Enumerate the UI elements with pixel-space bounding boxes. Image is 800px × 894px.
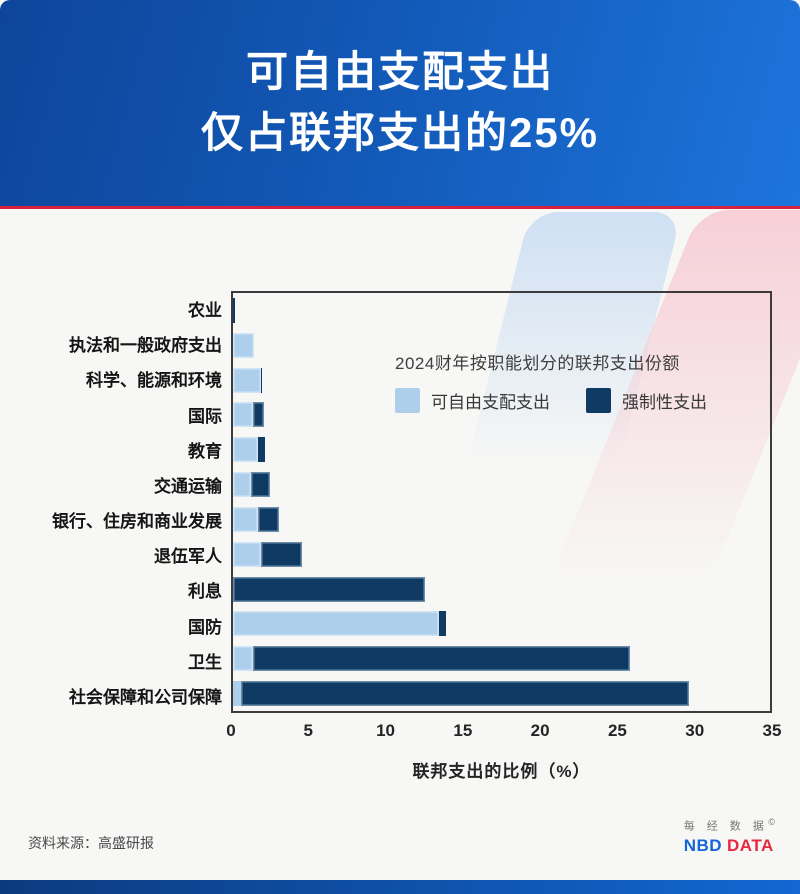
legend-swatch-mandatory (586, 388, 611, 413)
plot-area: 2024财年按职能划分的联邦支出份额 可自由支配支出 强制性支出 (231, 291, 772, 713)
category-label: 国防 (188, 617, 222, 637)
mandatory-segment (257, 506, 280, 532)
discretionary-segment (233, 402, 253, 428)
mandatory-segment (233, 297, 236, 323)
stacked-bar (233, 332, 255, 358)
x-tick-label: 20 (530, 721, 550, 740)
mandatory-segment (252, 402, 264, 428)
x-tick-label: 35 (762, 721, 782, 740)
discretionary-segment (233, 367, 261, 393)
x-tick-label: 5 (303, 721, 314, 740)
stacked-bar (233, 297, 239, 323)
x-tick-label: 25 (607, 721, 627, 740)
stacked-bar (233, 437, 266, 463)
category-label: 科学、能源和环境 (86, 371, 222, 391)
x-axis-label: 联邦支出的比例（%） (412, 762, 591, 781)
bar-row (233, 363, 770, 398)
category-label: 农业 (188, 301, 222, 321)
legend-swatch-discretionary (395, 388, 420, 413)
stacked-bar (233, 506, 280, 532)
stacked-bar (233, 576, 425, 602)
legend-label-discretionary: 可自由支配支出 (431, 393, 550, 412)
mandatory-segment (260, 541, 303, 567)
x-tick-label: 30 (685, 721, 705, 740)
stacked-bar (233, 367, 263, 393)
discretionary-segment (233, 472, 252, 498)
category-label: 利息 (188, 582, 222, 602)
category-label: 退伍军人 (154, 547, 222, 567)
page-title-line-1: 可自由支配支出 (245, 48, 554, 96)
nbd-data-logo: 每 经 数 据© NBD DATA (684, 817, 775, 856)
mandatory-segment (438, 611, 447, 637)
stacked-bar (233, 681, 689, 707)
category-label: 卫生 (188, 652, 222, 672)
discretionary-segment (233, 332, 255, 358)
bottom-accent-bar (0, 880, 800, 894)
mandatory-segment (252, 646, 631, 672)
discretionary-segment (233, 541, 261, 567)
category-label: 银行、住房和商业发展 (52, 512, 222, 532)
mandatory-segment (233, 576, 425, 602)
discretionary-segment (233, 646, 253, 672)
discretionary-segment (233, 611, 439, 637)
category-label: 执法和一般政府支出 (69, 336, 222, 356)
bar-row (233, 537, 770, 572)
mandatory-segment (240, 681, 689, 707)
category-label: 交通运输 (154, 476, 222, 496)
stacked-bar (233, 611, 447, 637)
mandatory-segment (260, 367, 263, 393)
legend-label-mandatory: 强制性支出 (622, 393, 707, 412)
bar-row (233, 467, 770, 502)
category-label: 国际 (188, 406, 222, 426)
chart-section: 农业执法和一般政府支出科学、能源和环境国际教育交通运输银行、住房和商业发展退伍军… (0, 209, 800, 880)
discretionary-segment (233, 506, 258, 532)
chart-legend: 2024财年按职能划分的联邦支出份额 可自由支配支出 强制性支出 (395, 349, 707, 413)
discretionary-segment (233, 681, 241, 707)
brand-nbd-text: NBD (683, 835, 723, 855)
bar-row (233, 641, 770, 676)
x-tick-label: 0 (226, 721, 236, 740)
category-label: 教育 (188, 441, 222, 461)
stacked-bar (233, 402, 264, 428)
legend-items: 可自由支配支出 强制性支出 (395, 388, 707, 413)
mandatory-segment (257, 437, 266, 463)
red-accent-divider (0, 206, 800, 209)
bar-row (233, 676, 770, 711)
bar-row (233, 328, 770, 363)
bar-chart: 农业执法和一般政府支出科学、能源和环境国际教育交通运输银行、住房和商业发展退伍军… (0, 291, 800, 811)
x-tick-label: 10 (376, 721, 396, 740)
stacked-bar (233, 541, 303, 567)
discretionary-segment (233, 437, 258, 463)
bar-row (233, 572, 770, 607)
category-labels: 农业执法和一般政府支出科学、能源和环境国际教育交通运输银行、住房和商业发展退伍军… (0, 291, 222, 713)
bar-row (233, 606, 770, 641)
brand-latin-name: NBD DATA (684, 836, 775, 856)
brand-chinese-name: 每 经 数 据© (683, 817, 775, 833)
mandatory-segment (251, 472, 270, 498)
x-axis-ticks: 0 5 10 15 20 25 30 35 (226, 715, 781, 741)
header-banner: 可自由支配支出 仅占联邦支出的25% (0, 0, 800, 206)
bar-row (233, 397, 770, 432)
page-title-line-2: 仅占联邦支出的25% (200, 109, 600, 156)
bar-row (233, 502, 770, 537)
brand-data-text: DATA (727, 835, 774, 855)
stacked-bar (233, 646, 631, 672)
stacked-bar (233, 472, 270, 498)
legend-title: 2024财年按职能划分的联邦支出份额 (395, 354, 680, 373)
category-label: 社会保障和公司保障 (69, 687, 222, 707)
bar-row (233, 293, 770, 328)
x-tick-label: 15 (453, 721, 473, 740)
source-attribution: 资料来源：高盛研报 (28, 835, 154, 851)
bar-row (233, 432, 770, 467)
copyright-mark: © (768, 817, 775, 827)
